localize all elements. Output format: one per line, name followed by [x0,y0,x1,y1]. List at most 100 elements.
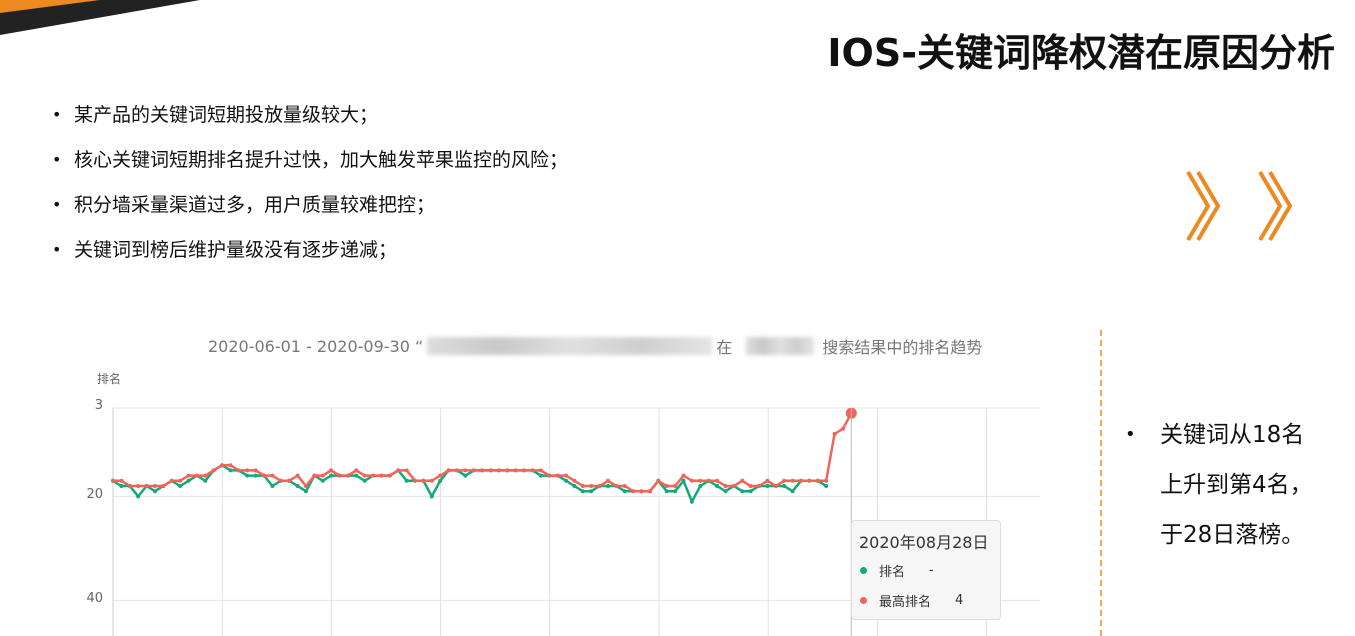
data-point [329,473,334,478]
data-point [698,478,703,483]
data-point [270,473,275,478]
tooltip-row-rank: 排名 - [860,561,934,580]
chart-title: 2020-06-01 - 2020-09-30 “ 在 搜索结果中的排名趋势 [208,336,983,358]
data-point [303,489,308,494]
data-point [262,473,267,478]
data-point [715,484,720,488]
data-point [463,468,468,473]
data-point [278,478,283,483]
data-point [639,489,644,494]
data-point [782,484,787,488]
data-point [404,478,409,483]
data-point [580,489,585,494]
data-point [228,463,233,468]
data-point [572,484,577,488]
data-point [387,473,392,478]
data-point [673,489,678,494]
data-point [295,473,300,478]
data-point [287,478,292,483]
data-point [127,484,132,488]
data-point [337,473,342,478]
data-point [362,478,367,483]
data-point [320,473,325,478]
data-point [379,473,384,478]
data-point [748,484,753,488]
data-point [681,473,686,478]
data-point [245,468,250,473]
data-point [698,484,703,488]
data-point [136,494,141,499]
data-point [371,473,376,478]
list-item: • 积分墙采量渠道过多，用户质量较难把控； [52,193,436,216]
redacted-store [746,337,815,355]
data-point [773,484,778,488]
data-point [496,468,501,473]
data-point [631,489,636,494]
data-point [664,489,669,494]
data-point [152,484,157,488]
data-point [681,478,686,483]
data-point [111,478,115,483]
y-tick: 3 [94,398,103,413]
data-point [119,478,124,483]
data-point [740,478,745,483]
data-point [606,478,611,483]
data-point [723,484,728,488]
data-point [505,468,510,473]
data-point [597,484,602,488]
legend-dot-icon [860,567,867,574]
data-point [480,468,485,473]
data-point [748,489,753,494]
data-point [807,478,812,483]
y-tick: 40 [86,591,103,606]
data-point [245,473,250,478]
data-point [438,478,443,483]
double-chevron-right-icon [1186,170,1293,242]
data-point [673,484,678,488]
data-point [647,489,652,494]
data-point [119,484,124,488]
data-point [454,468,459,473]
data-point [236,468,241,473]
side-note: • 关键词从18名 上升到第4名， 于28日落榜。 [1125,422,1313,548]
data-point [706,478,711,483]
data-point [228,468,233,473]
data-point [731,484,736,488]
data-point [740,489,745,494]
data-point [757,484,762,488]
data-point [194,473,199,478]
list-item: • 关键词到榜后维护量级没有逐步递减； [52,238,398,261]
data-point [513,468,518,473]
data-point [530,468,535,473]
data-point [622,484,627,488]
data-point [178,478,183,483]
redacted-keyword [427,337,713,355]
data-point [203,473,208,478]
data-point [446,468,451,473]
data-point [580,484,585,488]
data-point [320,478,325,483]
data-point [152,489,157,494]
data-point [220,463,225,468]
data-point [354,468,359,473]
data-point [798,478,803,483]
chart-tooltip: 2020年08月28日 排名 - 最高排名 4 [851,520,1001,620]
data-point [253,468,258,473]
data-point [362,473,367,478]
data-point [203,478,208,483]
data-point [547,473,552,478]
data-point [178,484,183,488]
data-point [522,468,527,473]
data-point [396,468,401,473]
data-point [832,432,837,436]
data-point [429,478,434,483]
y-axis-label: 排名 [97,372,122,386]
data-point [589,484,594,488]
list-item: • 某产品的关键词短期投放量级较大； [52,103,379,126]
data-point [161,484,166,488]
data-point [656,478,661,483]
data-point [622,489,627,494]
legend-dot-icon [860,597,867,604]
data-point [354,473,359,478]
